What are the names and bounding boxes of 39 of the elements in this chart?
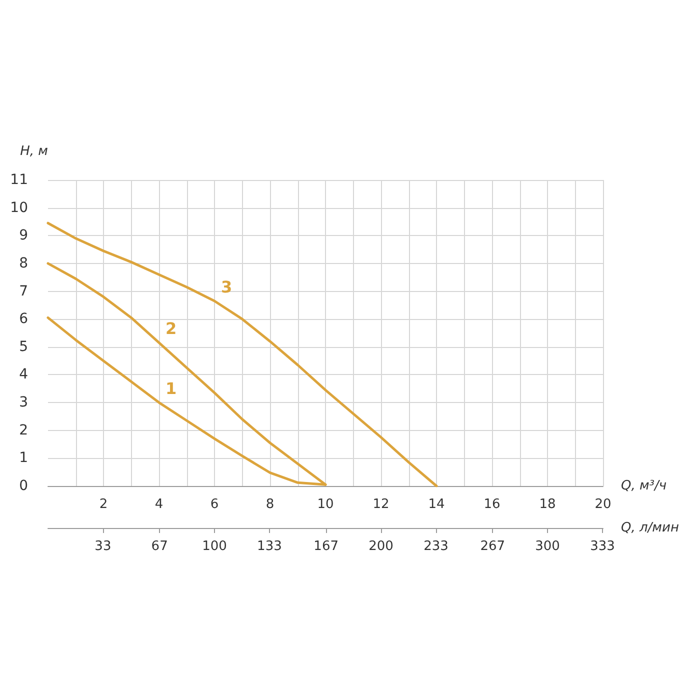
x2-tick-label: 333 [590,539,615,554]
y-tick-label: 3 [19,394,28,411]
x-tick-label: 6 [210,497,219,512]
x-tick-label: 14 [428,497,445,512]
x2-tick-label: 300 [535,539,560,554]
x2-tick-label: 67 [151,539,168,554]
x-tick-label: 10 [317,497,334,512]
x2-tick-label: 267 [480,539,506,554]
x2-tick-label: 200 [368,539,394,554]
annotation: 1 [165,379,177,398]
x-tick-label: 12 [372,497,390,512]
x-tick-label: 20 [594,497,612,512]
y-tick-label: 5 [19,338,28,355]
annotation: 2 [165,319,177,338]
y-tick-label: 1 [19,450,28,466]
x2-tick-label: 33 [94,539,112,554]
y-tick-label: 8 [19,255,28,272]
x-tick-label: 2 [99,497,108,512]
x-tick-label: 16 [484,497,500,512]
x-tick-label: 4 [154,497,164,512]
line-series [46,222,438,488]
x2-tick-label: 233 [424,539,448,554]
y-tick-label: 11 [10,172,28,188]
y-tick-label: 2 [19,422,28,438]
x-axis-title: Q, м³/ч [621,478,667,494]
y-tick-label: 0 [19,478,28,494]
annotation: 3 [220,278,232,297]
x-tick-label: 8 [266,497,274,512]
y-axis-title: H, м [20,144,48,159]
x-tick-label: 18 [539,497,556,512]
y-tick-label: 10 [10,200,28,216]
x2-tick-label: 167 [314,539,338,554]
x2-tick-label: 100 [202,539,227,554]
x2-tick-label: 133 [257,539,282,554]
y-tick-label: 7 [19,283,28,300]
x2-axis-title: Q, л/мин [621,520,680,536]
y-tick-label: 4 [19,366,28,383]
y-tick-label: 9 [19,228,28,244]
y-tick-label: 6 [19,311,28,328]
